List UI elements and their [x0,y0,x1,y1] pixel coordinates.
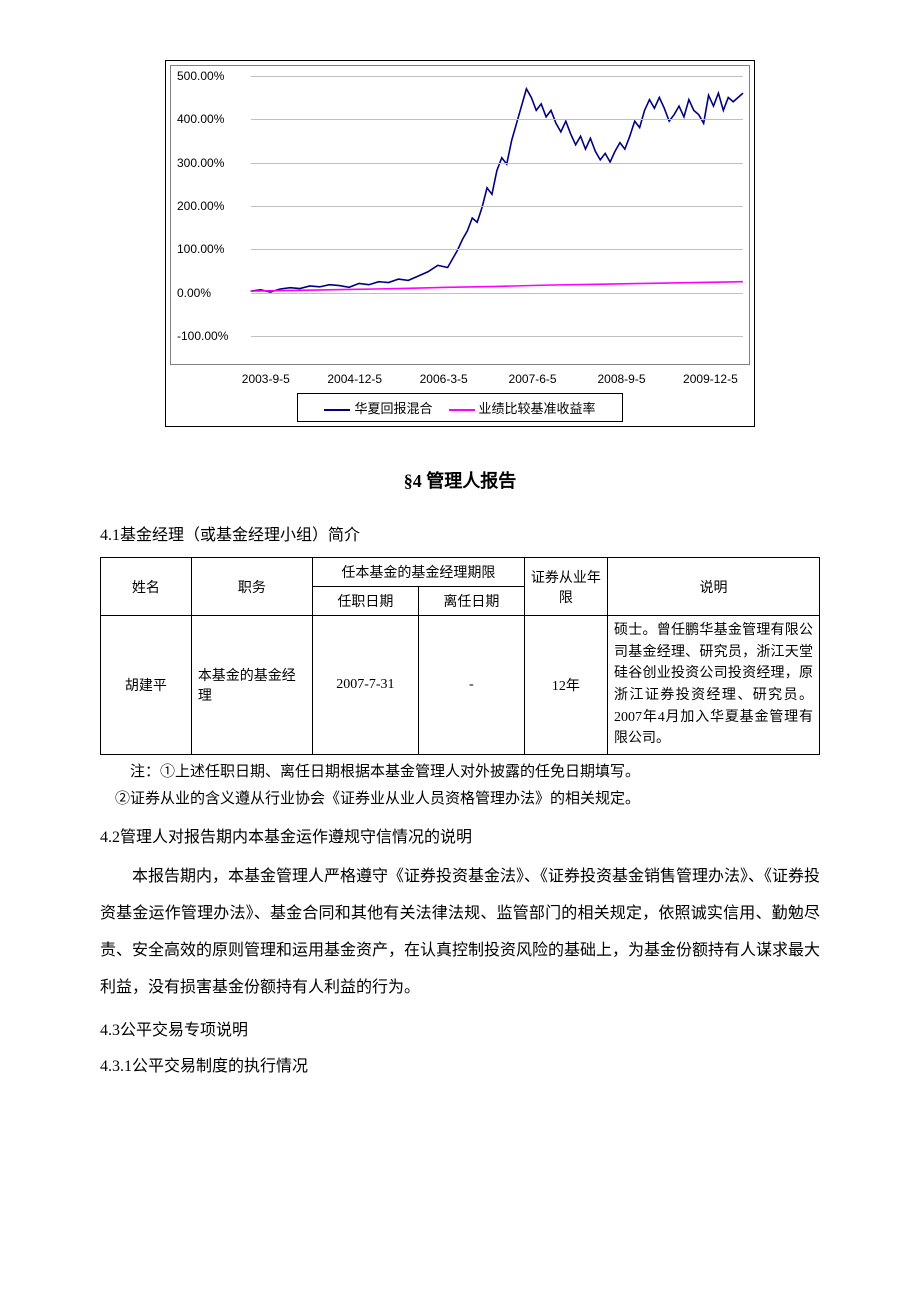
legend-label: 业绩比较基准收益率 [479,401,596,416]
chart-legend: 华夏回报混合 业绩比较基准收益率 [170,393,750,422]
chart-gridline [251,76,743,77]
th-desc: 说明 [608,558,820,616]
chart-gridline [251,163,743,164]
chart-y-tick-label: 400.00% [177,112,224,126]
td-position: 本基金的基金经理 [191,616,312,755]
td-desc: 硕士。曾任鹏华基金管理有限公司基金经理、研究员，浙江天堂硅谷创业投资公司投资经理… [608,616,820,755]
chart-y-tick-label: 200.00% [177,199,224,213]
heading-4-1: 4.1基金经理（或基金经理小组）简介 [100,521,820,545]
chart-plot-area: -100.00% 0.00% 100.00% 200.00% 300.00% 400.00… [170,65,750,365]
legend-label: 华夏回报混合 [354,401,432,416]
table-row: 胡建平 本基金的基金经理 2007-7-31 - 12年 硕士。曾任鹏华基金管理… [101,616,820,755]
chart-x-tick-label: 2009-12-5 [683,372,738,386]
chart-y-tick-label: 300.00% [177,156,224,170]
legend-swatch [449,409,475,411]
th-exp: 证券从业年限 [524,558,607,616]
chart-y-tick-label: 100.00% [177,242,224,256]
chart-y-tick-label: -100.00% [177,329,228,343]
legend-item: 华夏回报混合 [324,398,432,417]
heading-4-2: 4.2管理人对报告期内本基金运作遵规守信情况的说明 [100,823,820,847]
chart-y-tick-label: 500.00% [177,69,224,83]
th-start: 任职日期 [312,587,418,616]
chart-gridline [251,336,743,337]
th-position: 职务 [191,558,312,616]
legend-swatch [324,409,350,411]
legend-item: 业绩比较基准收益率 [449,398,596,417]
td-start: 2007-7-31 [312,616,418,755]
performance-chart: -100.00% 0.00% 100.00% 200.00% 300.00% 400.00… [165,60,755,427]
manager-table: 姓名 职务 任本基金的基金经理期限 证券从业年限 说明 任职日期 离任日期 胡建… [100,557,820,755]
table-note-1: 注：①上述任职日期、离任日期根据本基金管理人对外披露的任免日期填写。 [100,759,820,786]
chart-x-tick-label: 2004-12-5 [327,372,382,386]
chart-gridline [251,119,743,120]
td-end: - [418,616,524,755]
chart-x-tick-label: 2003-9-5 [242,372,290,386]
chart-gridline [251,206,743,207]
th-end: 离任日期 [418,587,524,616]
chart-gridline [251,249,743,250]
td-exp: 12年 [524,616,607,755]
section-4-title: §4 管理人报告 [100,467,820,493]
chart-y-tick-label: 0.00% [177,286,211,300]
th-term: 任本基金的基金经理期限 [312,558,524,587]
paragraph-4-2: 本报告期内，本基金管理人严格遵守《证券投资基金法》、《证券投资基金销售管理办法》… [100,859,820,1006]
chart-x-tick-label: 2007-6-5 [509,372,557,386]
th-name: 姓名 [101,558,192,616]
chart-x-tick-label: 2006-3-5 [420,372,468,386]
heading-4-3: 4.3公平交易专项说明 [100,1016,820,1040]
chart-x-tick-label: 2008-9-5 [597,372,645,386]
heading-4-3-1: 4.3.1公平交易制度的执行情况 [100,1052,820,1076]
table-note-2: ②证券从业的含义遵从行业协会《证券业从业人员资格管理办法》的相关规定。 [100,786,820,813]
td-name: 胡建平 [101,616,192,755]
chart-gridline [251,293,743,294]
